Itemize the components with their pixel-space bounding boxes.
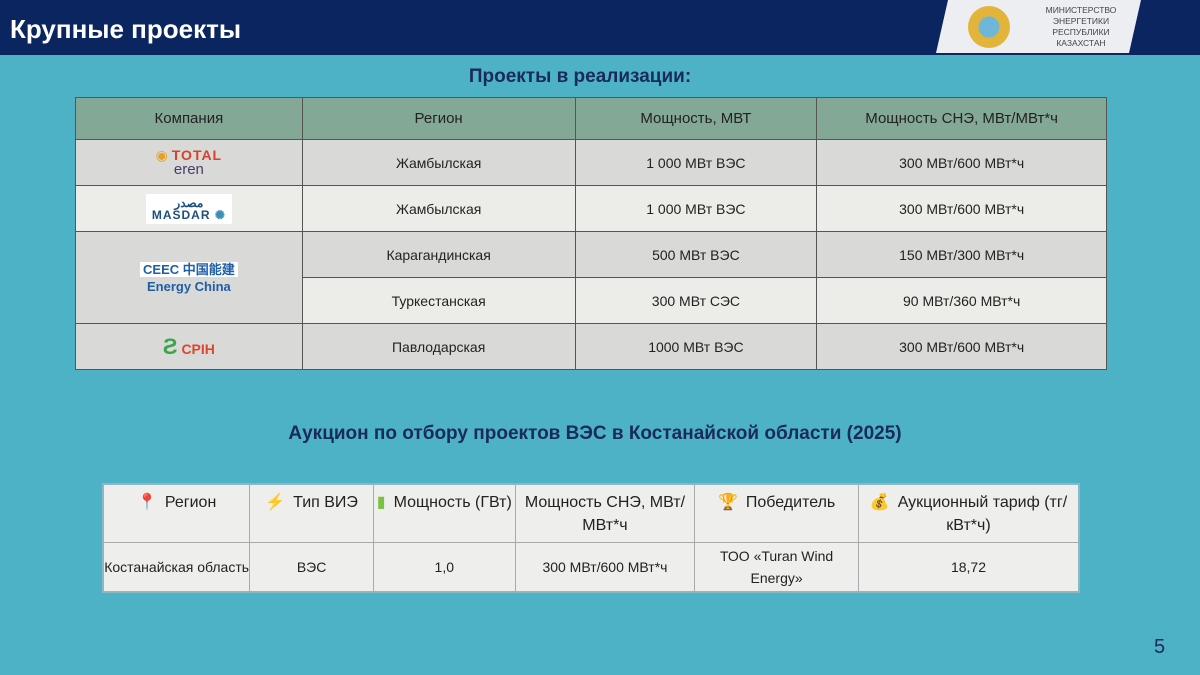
column-header: Мощность СНЭ, МВт/МВт*ч (514, 483, 696, 543)
storage-cell: 300 МВт/600 МВт*ч (816, 323, 1107, 370)
column-header: Мощность, МВТ (574, 97, 818, 140)
table-row: ◉ TOTAL eren Жамбылская 1 000 МВт ВЭС 300… (75, 139, 1107, 186)
projects-table: Компания Регион Мощность, МВТ Мощность С… (75, 97, 1107, 370)
tariff-cell: 18,72 (857, 541, 1080, 593)
trophy-icon: 🏆 (717, 494, 738, 511)
lightning-icon: ⚡ (265, 494, 286, 511)
capacity-cell: 1,0 (372, 541, 516, 593)
column-header: 🏆 Победитель (694, 483, 859, 543)
column-header: 💰 Аукционный тариф (тг/кВт*ч) (857, 483, 1080, 543)
winner-cell: ТОО «Turan Wind Energy» (694, 541, 859, 593)
battery-icon: ▮ (376, 494, 386, 511)
company-logo-cpih: Ƨ CPIH (75, 323, 303, 370)
header-bar: Крупные проекты МИНИСТЕРСТВО ЭНЕРГЕТИКИ … (0, 0, 1200, 55)
capacity-cell: 300 МВт СЭС (574, 277, 818, 324)
storage-cell: 300 МВт/600 МВт*ч (816, 185, 1107, 232)
region-cell: Жамбылская (301, 139, 576, 186)
auction-table: 📍 Регион ⚡ Тип ВИЭ ▮ Мощность (ГВт) Мощност… (102, 483, 1080, 593)
table-row: Костанайская область ВЭС 1,0 300 МВт/600… (102, 541, 1080, 593)
column-header: ▮ Мощность (ГВт) (372, 483, 516, 543)
storage-cell: 150 МВт/300 МВт*ч (816, 231, 1107, 278)
column-header: Мощность СНЭ, МВт/МВт*ч (816, 97, 1107, 140)
table-row: Ƨ CPIH Павлодарская 1000 МВт ВЭС 300 МВт… (75, 323, 1107, 370)
region-cell: Павлодарская (301, 323, 576, 370)
page-number: 5 (1154, 636, 1166, 658)
region-cell: Костанайская область (102, 541, 251, 593)
capacity-cell: 1 000 МВт ВЭС (574, 185, 818, 232)
page-title: Крупные проекты (10, 14, 242, 44)
ministry-name: МИНИСТЕРСТВО ЭНЕРГЕТИКИ РЕСПУБЛИКИ КАЗАХ… (1045, 5, 1117, 48)
region-cell: Карагандинская (301, 231, 576, 278)
company-logo-total-eren: ◉ TOTAL eren (75, 139, 303, 186)
table-row: CEEC 中国能建 Energy China Карагандинская 500… (75, 231, 1107, 324)
storage-cell: 300 МВт/600 МВт*ч (816, 139, 1107, 186)
storage-cell: 300 МВт/600 МВт*ч (514, 541, 696, 593)
column-header: 📍 Регион (102, 483, 251, 543)
column-header: Компания (75, 97, 303, 140)
company-logo-masdar: مصدر MASDAR ✺ (75, 185, 303, 232)
region-cell: Туркестанская (301, 277, 576, 324)
table-row: مصدر MASDAR ✺ Жамбылская 1 000 МВт ВЭС 30… (75, 185, 1107, 232)
table-row: Туркестанская 300 МВт СЭС 90 МВт/360 МВт… (76, 277, 1107, 324)
capacity-cell: 1 000 МВт ВЭС (574, 139, 818, 186)
capacity-cell: 500 МВт ВЭС (574, 231, 818, 278)
pin-icon: 📍 (136, 494, 157, 511)
ministry-badge: МИНИСТЕРСТВО ЭНЕРГЕТИКИ РЕСПУБЛИКИ КАЗАХ… (936, 0, 1141, 53)
column-header: Регион (301, 97, 576, 140)
region-cell: Жамбылская (301, 185, 576, 232)
capacity-cell: 1000 МВт ВЭС (574, 323, 818, 370)
company-logo-energy-china: CEEC 中国能建 Energy China (75, 231, 303, 324)
state-emblem-icon (968, 6, 1010, 48)
section-title-projects: Проекты в реализации: (468, 66, 692, 87)
storage-cell: 90 МВт/360 МВт*ч (816, 277, 1107, 324)
money-bag-icon: 💰 (869, 494, 890, 511)
section-title-auction: Аукцион по отбору проектов ВЭС в Костана… (288, 423, 902, 444)
type-cell: ВЭС (249, 541, 374, 593)
column-header: ⚡ Тип ВИЭ (249, 483, 374, 543)
